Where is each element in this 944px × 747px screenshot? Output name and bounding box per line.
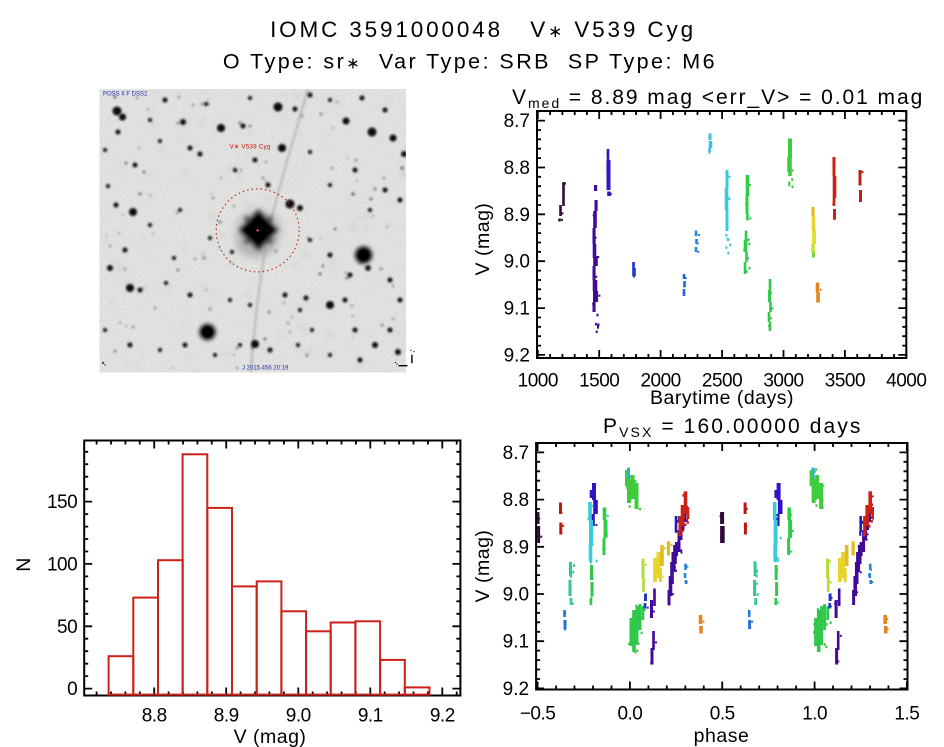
svg-text:Vmed = 8.89 mag <err_V> = 0.01: Vmed = 8.89 mag <err_V> = 0.01 mag	[512, 86, 924, 111]
svg-text:4000: 4000	[886, 371, 926, 392]
svg-text:9.2: 9.2	[504, 345, 530, 366]
svg-text:9.2: 9.2	[430, 706, 455, 727]
svg-text:50: 50	[57, 617, 77, 638]
svg-text:0: 0	[67, 679, 77, 700]
svg-text:V (mag): V (mag)	[472, 203, 494, 276]
svg-text:O Type: sr∗ Var Type: SRB SP: O Type: sr∗ Var Type: SRB SP Type: M6	[223, 50, 717, 74]
svg-text:9.1: 9.1	[503, 632, 529, 653]
svg-text:3500: 3500	[825, 371, 865, 392]
svg-text:9.0: 9.0	[286, 706, 311, 727]
svg-text:9.1: 9.1	[504, 299, 530, 320]
svg-text:9.2: 9.2	[503, 679, 529, 700]
svg-text:8.7: 8.7	[504, 111, 530, 132]
svg-text:−0.5: −0.5	[520, 704, 556, 725]
svg-text:1.0: 1.0	[802, 704, 827, 725]
svg-text:2000: 2000	[640, 371, 680, 392]
svg-text:1000: 1000	[518, 371, 558, 392]
svg-text:1500: 1500	[579, 371, 619, 392]
svg-text:phase: phase	[694, 725, 750, 747]
svg-text:8.8: 8.8	[142, 706, 167, 727]
svg-text:V∗ V539 Cyg: V∗ V539 Cyg	[229, 144, 270, 151]
svg-text:0.0: 0.0	[617, 704, 642, 725]
svg-text:↖: ↖	[101, 361, 107, 368]
svg-text:8.9: 8.9	[503, 537, 529, 558]
svg-text:0.5: 0.5	[710, 704, 735, 725]
svg-text:8.7: 8.7	[503, 443, 529, 464]
svg-text:V (mag): V (mag)	[234, 726, 307, 747]
svg-text:IOMC 3591000048 V∗ V539 Cyg: IOMC 3591000048 V∗ V539 Cyg	[270, 17, 696, 42]
svg-text:1.5: 1.5	[894, 704, 919, 725]
svg-text:9.0: 9.0	[503, 585, 529, 606]
svg-text:J 2015.456 20:19: J 2015.456 20:19	[242, 366, 289, 372]
svg-text:8.8: 8.8	[504, 158, 530, 179]
svg-text:8.8: 8.8	[503, 490, 529, 511]
svg-text:POSS II F DSS2: POSS II F DSS2	[103, 92, 148, 98]
svg-text:V (mag): V (mag)	[472, 530, 494, 603]
svg-text:N: N	[13, 557, 35, 572]
svg-text:8.9: 8.9	[504, 205, 530, 226]
svg-text:8.9: 8.9	[214, 706, 239, 727]
svg-text:9.1: 9.1	[358, 706, 383, 727]
svg-text:150: 150	[47, 492, 77, 513]
svg-text:2500: 2500	[702, 371, 742, 392]
svg-text:Barytime (days): Barytime (days)	[650, 387, 794, 409]
svg-text:100: 100	[47, 554, 77, 575]
svg-text:3000: 3000	[763, 371, 803, 392]
svg-text:9.0: 9.0	[504, 252, 530, 273]
